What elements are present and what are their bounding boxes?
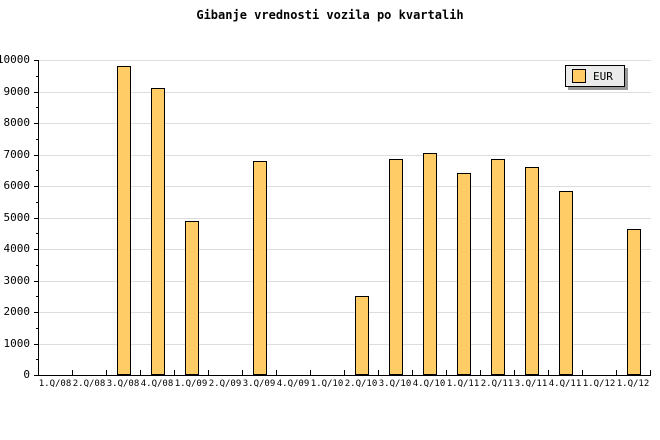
y-axis-major-tick bbox=[34, 343, 39, 345]
y-axis-minor-tick bbox=[36, 75, 39, 77]
gridline bbox=[39, 343, 651, 345]
y-axis-label: 4000 bbox=[3, 242, 31, 255]
x-axis-tick bbox=[446, 370, 447, 375]
y-axis-label: 0 bbox=[23, 368, 30, 381]
y-axis-label: 7000 bbox=[3, 147, 31, 161]
x-axis-label: 4.Q/11 bbox=[548, 379, 582, 389]
bar bbox=[151, 88, 165, 375]
x-axis-tick bbox=[514, 370, 515, 375]
gridline bbox=[39, 60, 651, 61]
x-axis-tick bbox=[242, 370, 243, 375]
x-axis-label: 1.Q/08 bbox=[38, 379, 72, 389]
y-axis-major-tick bbox=[34, 60, 39, 61]
x-axis-label: 4.Q/08 bbox=[140, 379, 174, 389]
x-axis-tick bbox=[378, 370, 379, 375]
x-axis-label: 3.Q/10 bbox=[378, 379, 412, 389]
y-axis-major-tick bbox=[34, 123, 39, 124]
y-axis-label: 10000 bbox=[0, 53, 30, 66]
x-axis-tick bbox=[208, 370, 209, 375]
y-axis-label: 8000 bbox=[3, 116, 31, 129]
x-axis-tick bbox=[616, 370, 617, 375]
y-axis-minor-tick bbox=[36, 107, 39, 109]
x-axis-tick bbox=[480, 370, 481, 375]
y-axis-minor-tick bbox=[36, 201, 39, 203]
x-axis-label: 1.Q/10 bbox=[310, 379, 344, 389]
gridline bbox=[39, 312, 651, 313]
gridline bbox=[39, 249, 651, 250]
y-axis-major-tick bbox=[34, 375, 39, 376]
x-axis-label: 4.Q/10 bbox=[412, 379, 446, 389]
y-axis-label: 2000 bbox=[3, 305, 31, 318]
x-axis-label: 1.Q/09 bbox=[174, 379, 208, 389]
y-axis-labels: 0 1000 2000 3000 4000 5000 6000 7000 8000 9000 100… bbox=[0, 54, 33, 381]
x-axis-label: 3.Q/11 bbox=[514, 379, 548, 389]
bar bbox=[525, 167, 539, 375]
y-axis-major-tick bbox=[34, 154, 39, 156]
bar bbox=[423, 152, 437, 375]
x-axis-label: 1.Q/11 bbox=[446, 379, 480, 389]
y-axis-minor-tick bbox=[36, 327, 39, 329]
y-axis-minor-tick bbox=[36, 170, 39, 172]
y-axis-major-tick bbox=[34, 217, 39, 219]
x-axis-tick bbox=[582, 370, 583, 375]
bar bbox=[185, 220, 199, 375]
x-axis-tick bbox=[310, 370, 311, 375]
gridline bbox=[39, 123, 651, 124]
x-axis-label: 2.Q/10 bbox=[344, 379, 378, 389]
y-axis-label: 1000 bbox=[3, 336, 31, 350]
legend-swatch-icon bbox=[572, 69, 586, 83]
x-axis-tick bbox=[72, 370, 73, 375]
y-axis-minor-tick bbox=[36, 264, 39, 266]
x-axis-tick bbox=[140, 370, 141, 375]
y-axis-label: 6000 bbox=[3, 179, 31, 192]
bar bbox=[559, 190, 573, 375]
y-axis-major-tick bbox=[34, 312, 39, 313]
y-axis-major-tick bbox=[34, 280, 39, 282]
x-axis-tick bbox=[106, 370, 107, 375]
chart-title: Gibanje vrednosti vozila po kvartalih bbox=[196, 8, 464, 22]
x-axis-tick bbox=[650, 370, 651, 375]
bar bbox=[389, 159, 403, 375]
plot-area bbox=[34, 60, 651, 376]
x-axis-label: 2.Q/11 bbox=[480, 379, 514, 389]
legend: EUR bbox=[565, 65, 625, 87]
y-axis-major-tick bbox=[34, 186, 39, 187]
gridline bbox=[39, 186, 651, 187]
x-axis-label: 1.Q/12 bbox=[616, 379, 650, 389]
bar bbox=[117, 66, 131, 375]
y-axis-minor-tick bbox=[36, 359, 39, 361]
bar bbox=[457, 173, 471, 375]
x-axis-tick bbox=[412, 370, 413, 375]
bar bbox=[253, 160, 267, 375]
x-axis-tick bbox=[276, 370, 277, 375]
gridline bbox=[39, 91, 651, 93]
bar bbox=[627, 228, 641, 375]
x-axis-label: 2.Q/08 bbox=[72, 379, 106, 389]
x-axis-label: 3.Q/09 bbox=[242, 379, 276, 389]
y-axis-major-tick bbox=[34, 249, 39, 250]
x-axis-tick bbox=[548, 370, 549, 375]
x-axis-label: 4.Q/09 bbox=[276, 379, 310, 389]
bar bbox=[491, 159, 505, 375]
gridline bbox=[39, 217, 651, 219]
y-axis-minor-tick bbox=[36, 138, 39, 140]
legend-label: EUR bbox=[593, 69, 613, 83]
x-axis-labels: 1.Q/08 2.Q/08 3.Q/08 4.Q/08 1.Q/09 2.Q/09 3.Q/… bbox=[38, 379, 650, 393]
x-axis-label: 2.Q/09 bbox=[208, 379, 242, 389]
x-axis-label: 1.Q/12 bbox=[582, 379, 616, 389]
y-axis-label: 9000 bbox=[3, 84, 31, 98]
bar bbox=[355, 296, 369, 375]
y-axis-major-tick bbox=[34, 91, 39, 93]
y-axis-minor-tick bbox=[36, 233, 39, 235]
x-axis-tick bbox=[174, 370, 175, 375]
gridline bbox=[39, 154, 651, 156]
y-axis-label: 5000 bbox=[3, 210, 31, 224]
x-axis-label: 3.Q/08 bbox=[106, 379, 140, 389]
gridline bbox=[39, 280, 651, 282]
x-axis-tick bbox=[344, 370, 345, 375]
y-axis-minor-tick bbox=[36, 296, 39, 298]
y-axis-label: 3000 bbox=[3, 273, 31, 287]
